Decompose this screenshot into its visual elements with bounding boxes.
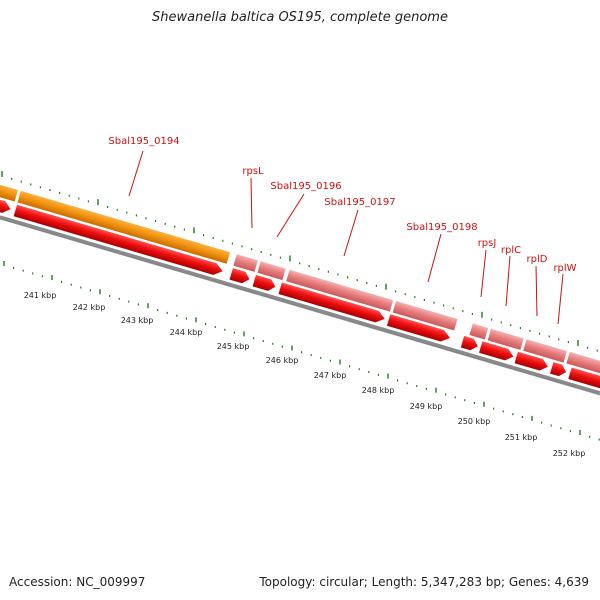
cds-arrow-0[interactable]	[0, 197, 12, 214]
cds-arrow-3[interactable]	[252, 274, 277, 293]
kbp-label: 243 kbp	[121, 316, 154, 325]
topology-text: Topology: circular; Length: 5,347,283 bp…	[259, 575, 589, 589]
cds-rpld[interactable]	[523, 339, 567, 363]
cds-arrow-10[interactable]	[568, 367, 600, 392]
cds-arrow-8[interactable]	[514, 351, 550, 373]
gene-label[interactable]: rplC	[501, 245, 521, 256]
leader-rplw	[557, 273, 564, 325]
leader-rpld	[535, 265, 538, 317]
gene-label[interactable]: rpsJ	[478, 238, 497, 249]
gene-label[interactable]: Sbal195_0196	[270, 181, 341, 192]
leader-rplc	[505, 255, 511, 307]
kbp-label: 252 kbp	[553, 449, 586, 458]
leader-rpsl	[250, 177, 253, 229]
kbp-label: 241 kbp	[24, 291, 57, 300]
accession-text: Accession: NC_009997	[9, 575, 146, 589]
cds-arrow-9[interactable]	[550, 362, 568, 378]
cds-arrow-7[interactable]	[479, 341, 515, 362]
reverse-strand-features	[0, 197, 600, 392]
cds-rplc[interactable]	[487, 328, 524, 350]
kbp-label: 247 kbp	[314, 371, 347, 380]
kbp-label: 245 kbp	[217, 342, 250, 351]
gene-label[interactable]: rpsL	[242, 166, 264, 177]
gene-label[interactable]: Sbal195_0194	[108, 136, 179, 147]
kbp-label: 248 kbp	[362, 386, 395, 395]
cds-sbal195-0193-forward[interactable]	[0, 182, 19, 202]
cds-sbal195-0194[interactable]	[17, 190, 231, 264]
kbp-label: 250 kbp	[458, 417, 491, 426]
kbp-label: 246 kbp	[266, 356, 299, 365]
kbp-label: 244 kbp	[170, 328, 203, 337]
gene-label[interactable]: Sbal195_0198	[406, 222, 477, 233]
cds-rpsl[interactable]	[233, 254, 258, 272]
genome-backbone	[0, 215, 600, 395]
cds-sbal195-0197[interactable]	[286, 269, 394, 312]
gene-label[interactable]: rplW	[553, 263, 576, 274]
leader-rpsj	[480, 249, 487, 298]
cds-sbal195-0196[interactable]	[257, 261, 286, 281]
forward-strand-features	[0, 182, 600, 376]
kbp-scale-labels: 241 kbp 242 kbp 243 kbp 244 kbp 245 kbp …	[24, 291, 586, 458]
tick-row-lower	[3, 261, 600, 441]
cds-rpsj[interactable]	[469, 323, 489, 340]
cds-arrow-5[interactable]	[386, 314, 452, 344]
leader-sbal195-0194	[128, 150, 144, 197]
cds-sbal195-0198[interactable]	[392, 300, 458, 331]
cds-arrow-4[interactable]	[278, 282, 387, 324]
gene-label[interactable]: rplD	[527, 254, 548, 265]
cds-arrow-1[interactable]	[13, 204, 225, 277]
gene-label-leaders	[128, 150, 564, 325]
gene-label[interactable]: Sbal195_0197	[324, 197, 395, 208]
tick-row-upper	[1, 171, 598, 352]
cds-arrow-2[interactable]	[229, 268, 252, 285]
leader-sbal195-0196	[276, 193, 305, 238]
kbp-label: 242 kbp	[73, 303, 106, 312]
kbp-label: 249 kbp	[410, 402, 443, 411]
leader-sbal195-0198	[427, 233, 442, 283]
cds-arrow-6[interactable]	[460, 335, 480, 352]
map-title: Shewanella baltica OS195, complete genom…	[152, 10, 448, 25]
kbp-label: 251 kbp	[505, 433, 538, 442]
cds-rplw[interactable]	[566, 351, 600, 376]
genome-backbone-shadow	[0, 218, 600, 396]
leader-sbal195-0197	[343, 209, 359, 257]
gene-labels: Sbal195_0194 rpsL Sbal195_0196 Sbal195_0…	[108, 136, 576, 274]
